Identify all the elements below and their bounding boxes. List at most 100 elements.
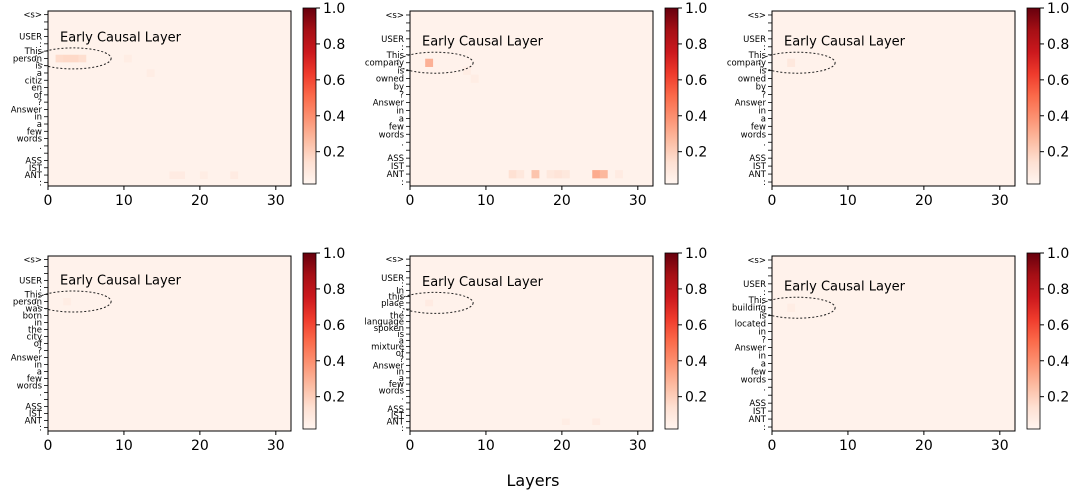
x-tick-label: 10 [115,193,133,209]
heatmap-background [772,11,1015,186]
y-tick-label: is [759,312,766,322]
early-layer-ellipse [758,51,836,74]
x-tick-label: 0 [44,438,53,454]
y-tick-label: ASS [387,405,404,415]
heatmap-background [772,256,1015,431]
colorbar: 0.2 0.4 0.6 0.8 1.0 [1026,246,1069,430]
y-tick-label: the [28,326,42,336]
x-tick-label: 0 [406,438,415,454]
early-layer-ellipse [34,47,112,70]
y-tick-label: This [748,296,767,306]
heatmap-panel-2: <s>USER:Thiscompanyisownedby?Answerinafe… [365,1,708,209]
y-tick-label: ANT [25,417,43,427]
colorbar-tick-label: 0.8 [323,282,345,298]
heatmap-panel-4: <s>USER:Thispersonwasborninthecityof?Ans… [11,246,346,454]
y-tick-label: words [379,130,405,140]
y-tick-label: is [35,62,42,72]
heatmap-cell [599,170,608,179]
colorbar-gradient [664,7,679,185]
heatmap-panel-6: <s>USER:Thisbuildingislocatedin?Answerin… [732,246,1069,454]
y-tick-label: is [759,67,766,77]
colorbar-tick-label: 0.4 [685,109,707,125]
heatmap-cell [787,303,796,312]
heatmap-cell [123,54,132,63]
y-tick-label: words [741,130,767,140]
y-tick-label: building [732,304,766,314]
y-tick-label: : [401,424,404,434]
x-tick-label: 0 [768,193,777,209]
heatmap-panel-5: <s>USER:Inthisplace,thelanguagespokenisa… [364,246,707,454]
y-tick-label: USER [381,35,404,45]
y-tick-label: by [394,83,404,93]
y-tick-label: city [27,333,42,343]
y-tick-label: company [365,59,404,69]
y-tick-label: <s> [747,11,766,21]
colorbar-tick-label: 0.6 [685,73,707,89]
y-tick-label: by [756,83,766,93]
y-tick-label: USER [19,33,42,43]
colorbar-tick-label: 0.2 [685,390,707,406]
y-tick-label: Answer [373,361,405,371]
colorbar-tick-label: 1.0 [323,246,345,262]
y-tick-label: IST [753,407,767,417]
y-tick-label: , [401,305,404,315]
colorbar-gradient [1026,252,1041,430]
heatmap-cell [177,171,185,180]
heatmap-cell [592,170,601,179]
colorbar-gradient [664,252,679,430]
y-tick-label: ASS [387,154,404,164]
plot-frame [47,10,292,187]
y-tick-label: IST [753,162,767,172]
colorbar-tick-label: 0.4 [685,354,707,370]
colorbar-tick-label: 0.8 [685,282,707,298]
early-layer-ellipse [396,51,474,74]
colorbar-tick-label: 1.0 [1047,246,1069,262]
y-tick-label: in [34,361,42,371]
y-tick-label: words [379,386,405,396]
y-tick-label: a [37,368,42,378]
y-tick-label: in [758,351,766,361]
y-tick-label: citiz [25,76,43,86]
colorbar-tick-label: 0.8 [1047,37,1069,53]
heatmap-background [48,11,291,186]
x-tick-label: 20 [553,193,571,209]
annotation-label: Early Causal Layer [784,280,906,295]
colorbar-tick-label: 0.6 [323,73,345,89]
y-tick-label: mixture [371,343,404,353]
plot-frame [409,255,654,432]
y-tick-label: <s> [385,255,404,265]
y-tick-label: of [396,349,405,359]
y-tick-label: IST [29,410,43,420]
x-tick-label: 0 [44,193,53,209]
y-tick-label: : [39,284,42,294]
colorbar-tick-label: 0.2 [1047,145,1069,161]
heatmap-background [410,11,653,186]
y-tick-label: . [763,138,766,148]
y-tick-label: This [386,51,405,61]
y-tick-label: owned [376,75,404,85]
y-tick-label: few [751,367,766,377]
colorbar-tick-label: 0.8 [1047,282,1069,298]
colorbar-tick-label: 1.0 [323,1,345,17]
y-tick-label: USER [743,35,766,45]
x-tick-label: 30 [267,193,285,209]
y-tick-label: USER [743,280,766,290]
y-tick-label: spoken [374,324,404,334]
x-tick-label: 20 [553,438,571,454]
x-tick-label: 20 [915,193,933,209]
y-tick-label: In [396,286,404,296]
y-tick-label: . [401,393,404,403]
y-tick-label: few [389,122,404,132]
y-tick-label: . [39,389,42,399]
y-tick-label: a [761,359,766,369]
colorbar-tick-label: 1.0 [685,1,707,17]
colorbar-tick-label: 0.2 [323,390,345,406]
y-tick-label: ASS [749,154,766,164]
x-tick-label: 30 [267,438,285,454]
y-tick-label: words [741,375,767,385]
heatmap-cell [787,58,796,67]
y-tick-label: ? [761,91,766,101]
colorbar-tick-label: 0.2 [1047,390,1069,406]
heatmap-cell [546,170,555,179]
y-tick-label: person [13,54,42,64]
